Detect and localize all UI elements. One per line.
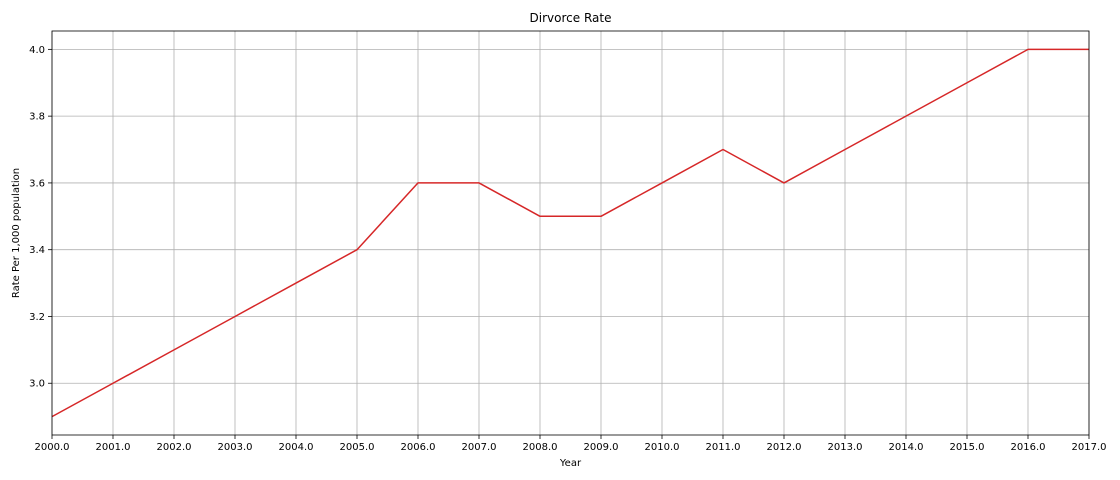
y-axis-ticks: 3.0 3.2 3.4 3.6 3.8 4.0 <box>29 45 52 390</box>
x-tick-label: 2002.0 <box>157 442 192 453</box>
x-tick-label: 2006.0 <box>401 442 436 453</box>
x-tick-label: 2016.0 <box>1011 442 1046 453</box>
x-axis-ticks: 2000.0 2001.0 2002.0 2003.0 2004.0 2005.0 2006… <box>35 435 1107 453</box>
x-tick-label: 2012.0 <box>767 442 802 453</box>
y-tick-label: 4.0 <box>29 45 45 56</box>
x-tick-label: 2015.0 <box>950 442 985 453</box>
x-tick-label: 2009.0 <box>584 442 619 453</box>
y-tick-label: 3.0 <box>29 379 45 390</box>
x-tick-label: 2003.0 <box>218 442 253 453</box>
series-line <box>51 48 1089 418</box>
x-axis-label: Year <box>559 458 582 469</box>
plot-frame <box>51 30 1090 436</box>
y-tick-label: 3.6 <box>29 178 45 189</box>
y-tick-label: 3.8 <box>29 112 45 123</box>
series-group <box>51 48 1089 418</box>
x-tick-label: 2001.0 <box>96 442 131 453</box>
x-tick-label: 2013.0 <box>828 442 863 453</box>
y-tick-label: 3.4 <box>29 245 45 256</box>
x-tick-label: 2007.0 <box>462 442 497 453</box>
x-tick-label: 2011.0 <box>706 442 741 453</box>
x-tick-label: 2005.0 <box>340 442 375 453</box>
x-tick-label: 2010.0 <box>645 442 680 453</box>
x-tick-label: 2017.0 <box>1072 442 1107 453</box>
y-axis-label: Rate Per 1,000 population <box>11 168 22 298</box>
x-tick-label: 2014.0 <box>889 442 924 453</box>
chart-title: Dirvorce Rate <box>530 11 612 25</box>
x-tick-label: 2008.0 <box>523 442 558 453</box>
x-tick-label: 2000.0 <box>35 442 70 453</box>
y-tick-label: 3.2 <box>29 312 45 323</box>
x-tick-label: 2004.0 <box>279 442 314 453</box>
